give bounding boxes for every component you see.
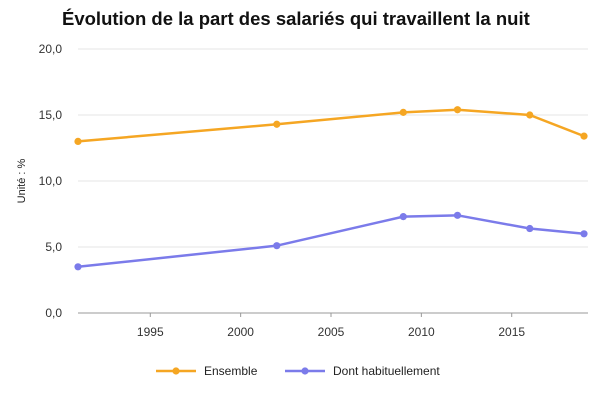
data-point	[399, 108, 407, 116]
series-line-1	[77, 108, 585, 143]
x-tick-label: 2005	[318, 325, 345, 339]
data-point	[526, 111, 534, 119]
data-point	[273, 242, 281, 250]
x-tick-label: 2015	[498, 325, 525, 339]
legend-swatch-marker	[301, 367, 309, 375]
x-tick-label: 2000	[227, 325, 254, 339]
y-tick-label: 10,0	[39, 174, 63, 188]
legend-label: Dont habituellement	[333, 364, 440, 378]
data-point	[74, 137, 82, 145]
data-point	[526, 224, 534, 233]
y-tick-label: 5,0	[45, 240, 62, 254]
y-tick-label: 20,0	[39, 42, 63, 56]
legend-label: Ensemble	[204, 364, 258, 378]
data-point	[74, 263, 82, 271]
y-axis-label: Unité : %	[16, 158, 28, 203]
data-point	[273, 120, 281, 128]
chart-title: Évolution de la part des salariés qui tr…	[62, 8, 530, 29]
y-tick-label: 15,0	[39, 108, 63, 122]
data-point	[580, 132, 588, 140]
data-point	[399, 213, 407, 221]
x-tick-label: 1995	[137, 325, 164, 339]
legend-swatch-marker	[172, 367, 180, 375]
data-point	[453, 106, 462, 114]
series-line-2	[77, 214, 585, 269]
data-point	[453, 211, 462, 219]
x-tick-label: 2010	[408, 325, 435, 339]
data-point	[580, 230, 588, 238]
y-tick-label: 0,0	[45, 306, 62, 320]
